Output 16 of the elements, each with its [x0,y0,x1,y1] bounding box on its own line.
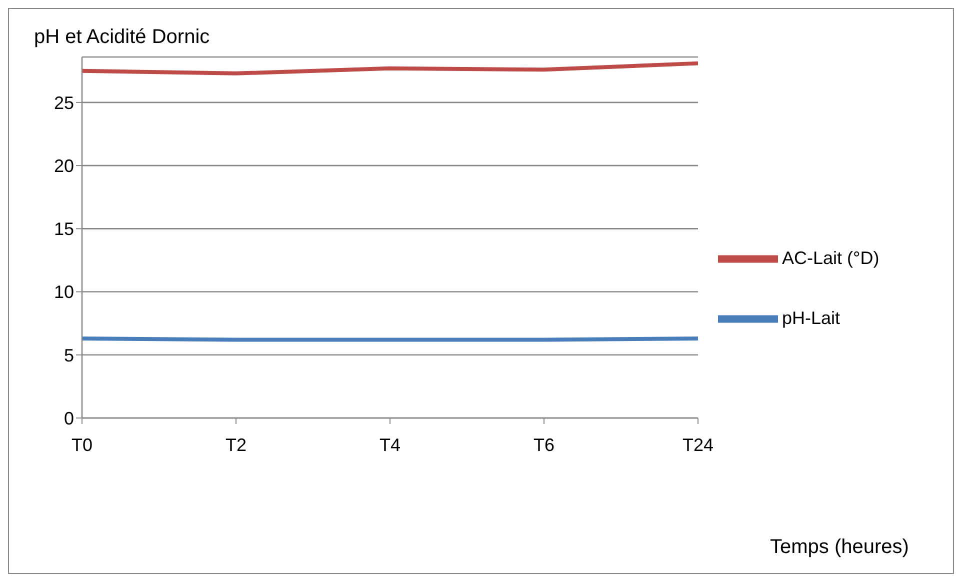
y-tick-label: 0 [64,408,74,428]
y-tick-label: 15 [54,219,74,240]
x-tick-label: T4 [379,434,401,455]
x-axis-title: Temps (heures) [770,536,909,559]
x-tick-label: T0 [71,434,93,455]
x-tick-label: T6 [533,434,555,455]
y-tick-label: 10 [54,282,74,302]
x-tick-label: T2 [225,434,247,455]
line-series [80,61,700,76]
chart-title: pH et Acidité Dornic [34,26,210,49]
y-tick-label: 20 [54,156,74,176]
legend-label: AC-Lait (°D) [782,248,880,268]
y-tick-label: 25 [54,92,74,113]
x-tick-label: T24 [682,434,714,455]
y-tick-label: 5 [64,345,74,366]
legend-label: pH-Lait [782,308,840,328]
